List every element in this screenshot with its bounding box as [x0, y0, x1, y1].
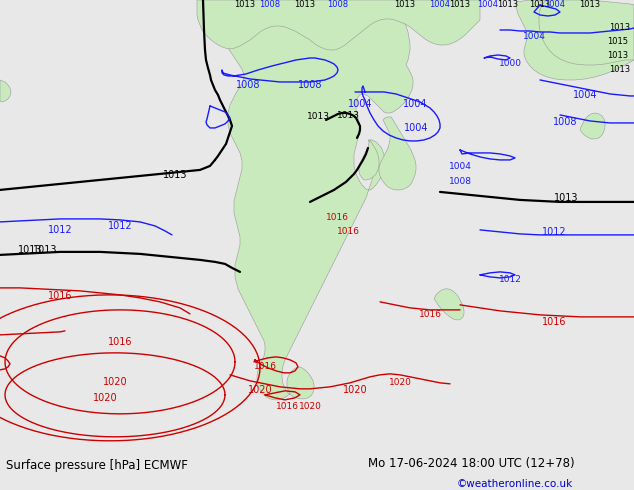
Text: 1013: 1013: [235, 0, 256, 9]
Text: 1013: 1013: [553, 193, 578, 203]
Text: 1004: 1004: [449, 162, 472, 171]
Text: 1004: 1004: [522, 32, 545, 42]
Text: 1016: 1016: [337, 227, 359, 236]
Text: 1004: 1004: [477, 0, 498, 9]
Text: 1012: 1012: [48, 225, 72, 235]
Polygon shape: [580, 113, 605, 139]
Text: 1013: 1013: [498, 0, 519, 9]
Text: 1004: 1004: [403, 99, 427, 109]
Text: 1013: 1013: [306, 112, 330, 122]
Text: 1016: 1016: [254, 362, 276, 371]
Text: 1004: 1004: [404, 123, 428, 133]
Text: Surface pressure [hPa] ECMWF: Surface pressure [hPa] ECMWF: [6, 460, 188, 472]
Text: 1020: 1020: [343, 385, 367, 395]
Text: 1016: 1016: [418, 310, 441, 319]
Polygon shape: [197, 0, 413, 400]
Text: 1004: 1004: [429, 0, 451, 9]
Text: 1012: 1012: [541, 227, 566, 237]
Text: 1016: 1016: [541, 317, 566, 327]
Text: 1008: 1008: [259, 0, 281, 9]
Text: 1013: 1013: [609, 24, 631, 32]
Text: 1004: 1004: [545, 0, 566, 9]
Text: 1020: 1020: [103, 377, 127, 387]
Text: 1008: 1008: [448, 177, 472, 186]
Text: 1008: 1008: [553, 117, 577, 127]
Text: 1000: 1000: [498, 59, 522, 69]
Text: 1013: 1013: [607, 51, 628, 60]
Text: 1012: 1012: [108, 221, 133, 231]
Text: 1008: 1008: [327, 0, 349, 9]
Text: 1013: 1013: [294, 0, 316, 9]
Text: 1020: 1020: [389, 378, 411, 388]
Text: 1013: 1013: [163, 170, 187, 180]
Text: 1016: 1016: [276, 402, 299, 411]
Text: 1004: 1004: [573, 90, 597, 100]
Text: 1013: 1013: [337, 111, 359, 121]
Text: 1013: 1013: [33, 245, 57, 255]
Text: 1013: 1013: [394, 0, 415, 9]
Text: 1008: 1008: [236, 80, 260, 90]
Polygon shape: [379, 117, 416, 190]
Polygon shape: [434, 289, 464, 320]
Polygon shape: [197, 0, 480, 50]
Text: 1015: 1015: [607, 37, 628, 47]
Text: 1008: 1008: [298, 80, 322, 90]
Text: 1013: 1013: [450, 0, 470, 9]
Text: 1013: 1013: [579, 0, 600, 9]
Text: 1013: 1013: [529, 0, 550, 9]
Text: 1013: 1013: [18, 245, 42, 255]
Text: 1020: 1020: [248, 385, 273, 395]
Text: Mo 17-06-2024 18:00 UTC (12+78): Mo 17-06-2024 18:00 UTC (12+78): [368, 457, 574, 470]
Polygon shape: [539, 0, 634, 65]
Polygon shape: [359, 140, 379, 180]
Text: ©weatheronline.co.uk: ©weatheronline.co.uk: [456, 479, 573, 489]
Polygon shape: [516, 0, 634, 80]
Text: 1020: 1020: [93, 393, 117, 403]
Text: 1012: 1012: [498, 275, 521, 284]
Text: 1016: 1016: [108, 337, 133, 347]
Text: 1016: 1016: [48, 291, 72, 301]
Text: 1004: 1004: [348, 99, 372, 109]
Text: 1013: 1013: [609, 66, 631, 74]
Text: 1020: 1020: [299, 402, 321, 411]
Text: 1016: 1016: [325, 214, 349, 222]
Polygon shape: [0, 80, 11, 102]
